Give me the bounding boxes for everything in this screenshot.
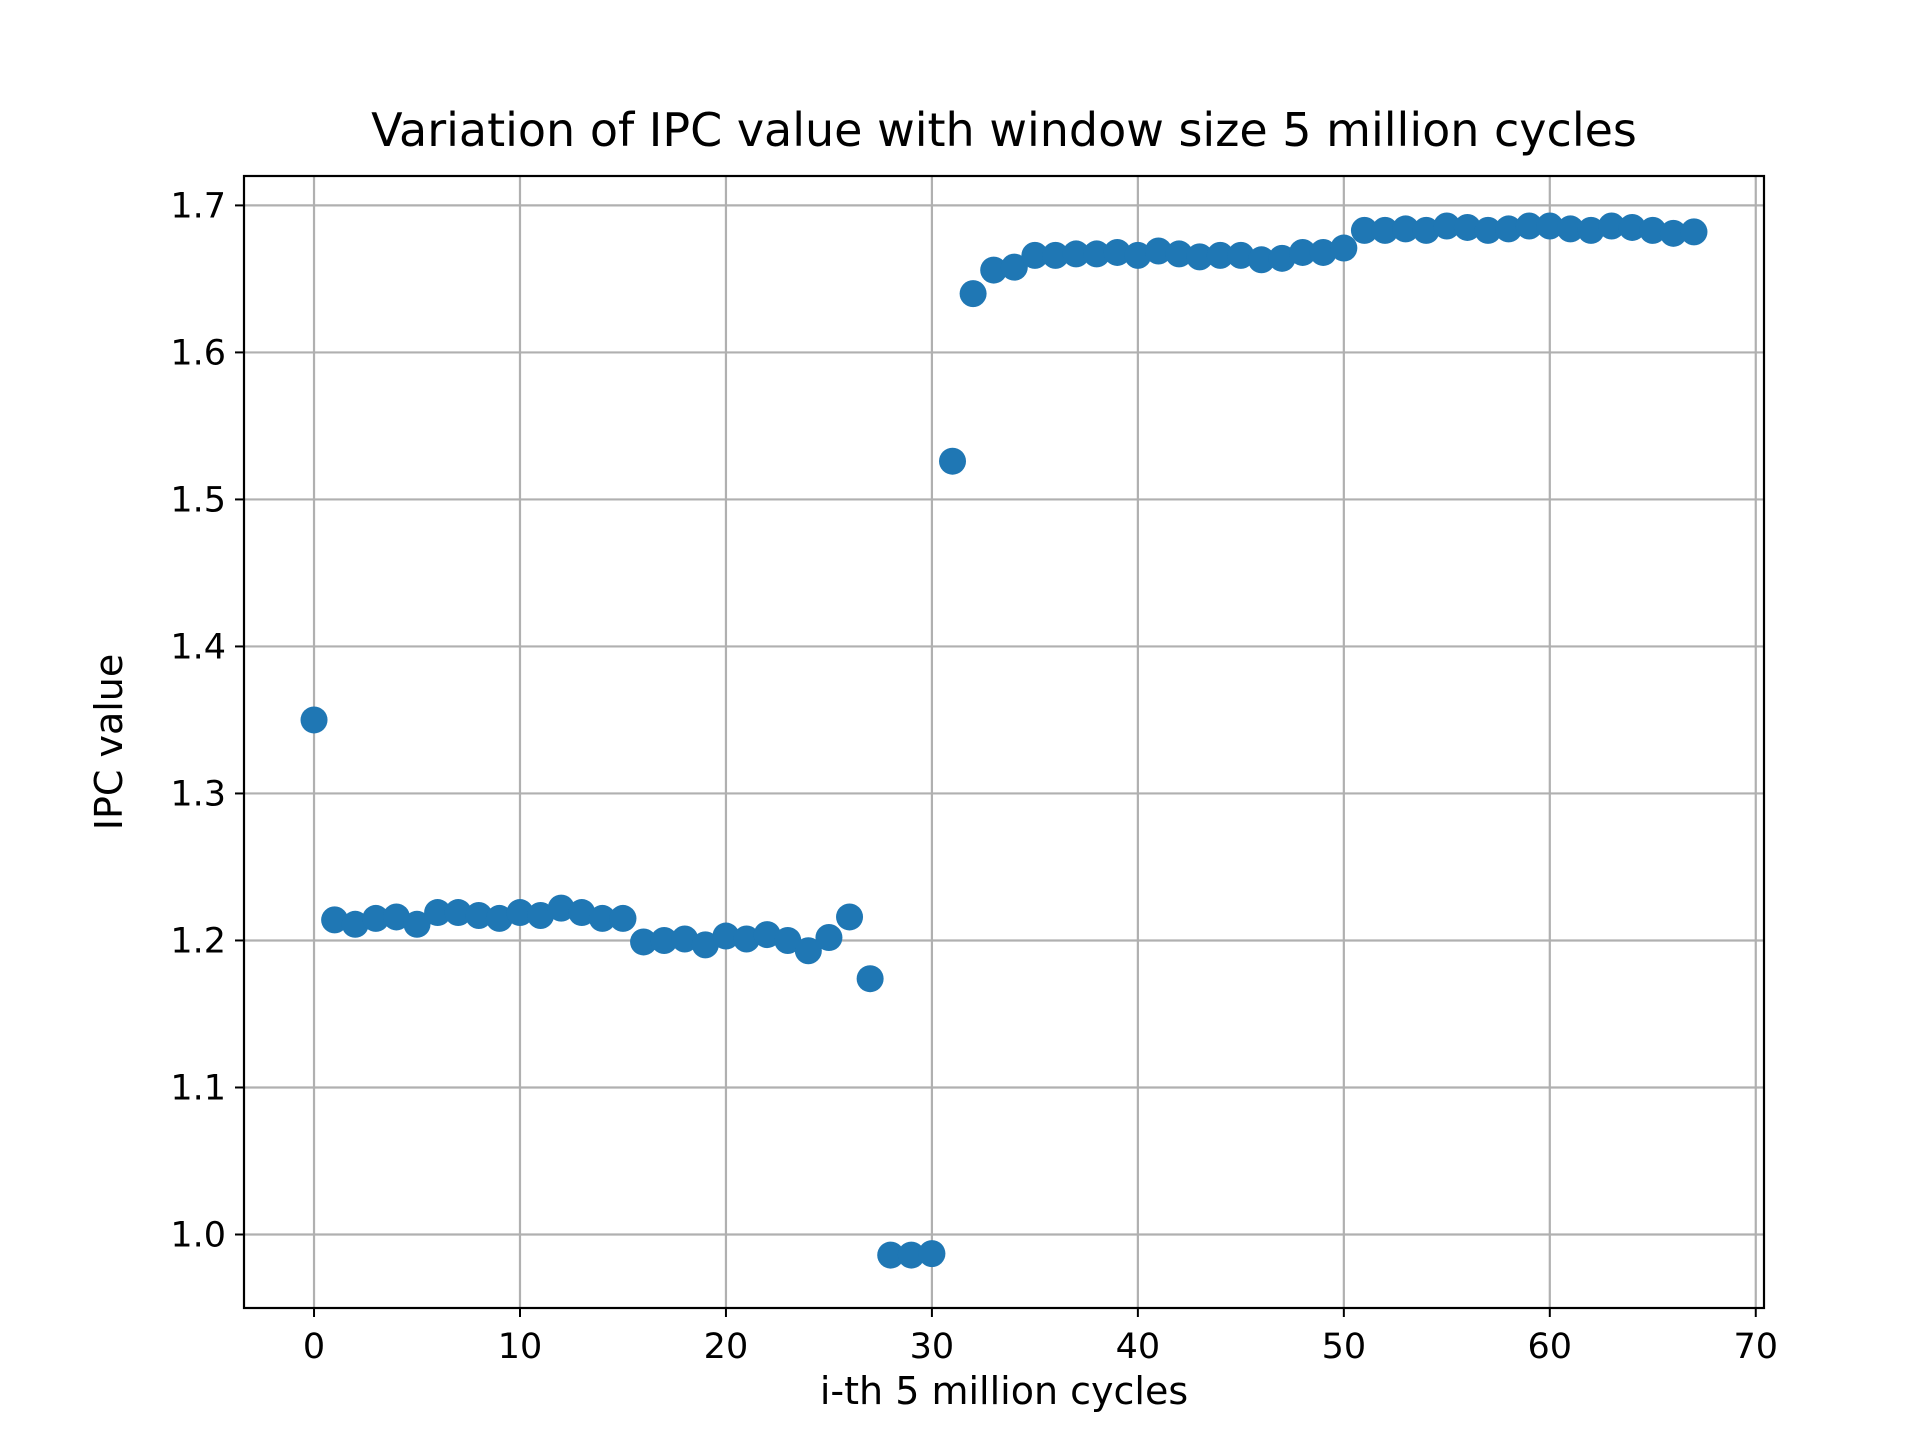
scatter-point: [1598, 212, 1626, 240]
scatter-point: [1206, 241, 1234, 269]
y-tick-label: 1.1: [170, 1068, 226, 1108]
scatter-point: [1680, 218, 1708, 246]
scatter-point: [1659, 219, 1687, 247]
y-tick-label: 1.4: [170, 627, 226, 667]
scatter-point: [547, 894, 575, 922]
scatter-point: [733, 925, 761, 953]
scatter-point: [1392, 215, 1420, 243]
scatter-point: [1350, 216, 1378, 244]
scatter-point: [815, 924, 843, 952]
x-tick-label: 40: [1116, 1327, 1161, 1367]
scatter-point: [1268, 244, 1296, 272]
scatter-point: [630, 928, 658, 956]
x-tick-label: 0: [303, 1327, 325, 1367]
scatter-point: [362, 904, 390, 932]
scatter-point: [424, 899, 452, 927]
scatter-point: [939, 447, 967, 475]
scatter-point: [1041, 241, 1069, 269]
scatter-point: [1515, 212, 1543, 240]
scatter-point: [1083, 240, 1111, 268]
x-tick-label: 20: [704, 1327, 749, 1367]
scatter-point: [794, 937, 822, 965]
scatter-point: [321, 906, 349, 934]
scatter-point: [609, 904, 637, 932]
scatter-point: [1577, 216, 1605, 244]
scatter-point: [1186, 243, 1214, 271]
scatter-point: [382, 903, 410, 931]
scatter-point: [691, 931, 719, 959]
scatter-point: [465, 901, 493, 929]
scatter-point: [1412, 216, 1440, 244]
scatter-point: [1330, 234, 1358, 262]
y-tick-label: 1.3: [170, 774, 226, 814]
scatter-point: [444, 899, 472, 927]
scatter-point: [856, 965, 884, 993]
y-tick-label: 1.2: [170, 921, 226, 961]
y-tick-label: 1.0: [170, 1215, 226, 1255]
scatter-point: [1536, 212, 1564, 240]
scatter-point: [1227, 241, 1255, 269]
data-points: [300, 212, 1708, 1269]
scatter-point: [527, 901, 555, 929]
plot-frame: [242, 174, 1766, 1310]
scatter-point: [1639, 216, 1667, 244]
scatter-point: [877, 1241, 905, 1269]
scatter-point: [1021, 241, 1049, 269]
scatter-point: [300, 706, 328, 734]
x-tick-label: 50: [1322, 1327, 1367, 1367]
x-axis-label: i-th 5 million cycles: [820, 1369, 1188, 1413]
scatter-point: [1103, 238, 1131, 266]
grid: [244, 176, 1764, 1308]
scatter-point: [568, 899, 596, 927]
scatter-point: [1309, 238, 1337, 266]
x-tick-label: 10: [498, 1327, 543, 1367]
scatter-point: [403, 910, 431, 938]
scatter-point: [774, 926, 802, 954]
scatter-point: [712, 922, 740, 950]
scatter-point: [753, 921, 781, 949]
scatter-point: [1453, 213, 1481, 241]
chart-title: Variation of IPC value with window size …: [371, 103, 1637, 157]
scatter-point: [1556, 215, 1584, 243]
y-tick-label: 1.5: [170, 480, 226, 520]
y-tick-label: 1.7: [170, 186, 226, 226]
scatter-point: [506, 899, 534, 927]
scatter-point: [1247, 246, 1275, 274]
scatter-point: [341, 910, 369, 938]
scatter-point: [959, 280, 987, 308]
scatter-point: [1124, 241, 1152, 269]
scatter-point: [1289, 238, 1317, 266]
scatter-point: [1062, 240, 1090, 268]
x-tick-label: 30: [910, 1327, 955, 1367]
scatter-point: [1000, 253, 1028, 281]
scatter-point: [650, 926, 678, 954]
scatter-point: [1144, 237, 1172, 265]
scatter-point: [1474, 216, 1502, 244]
x-tick-label: 60: [1528, 1327, 1573, 1367]
y-tick-label: 1.6: [170, 333, 226, 373]
scatter-point: [1618, 213, 1646, 241]
axis-ticks: 0 10 20 30 40 50 60 70 1.0 1.1 1.2 1.3 1.4 1.5 1.6 1.7: [170, 186, 1778, 1367]
scatter-point: [1165, 240, 1193, 268]
scatter-point: [485, 904, 513, 932]
scatter-point: [588, 904, 616, 932]
scatter-point: [918, 1240, 946, 1268]
scatter-point: [897, 1241, 925, 1269]
scatter-point: [836, 903, 864, 931]
scatter-point: [1433, 212, 1461, 240]
y-axis-label: IPC value: [87, 654, 131, 831]
scatter-point: [1371, 216, 1399, 244]
scatter-point: [980, 256, 1008, 284]
scatter-point: [671, 925, 699, 953]
scatter-point: [1495, 215, 1523, 243]
x-tick-label: 70: [1733, 1327, 1778, 1367]
